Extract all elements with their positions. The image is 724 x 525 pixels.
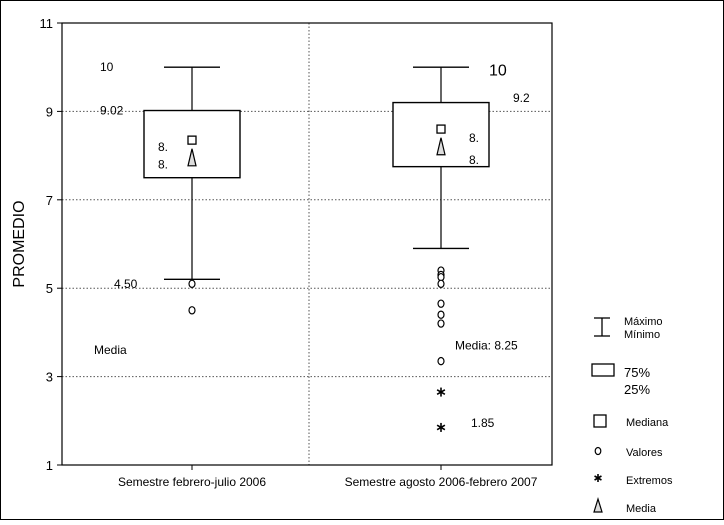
y-axis-title: PROMEDIO (11, 200, 28, 287)
plot-frame (61, 22, 553, 466)
legend-item-5-symbol-stroke-2 (594, 475, 602, 481)
box2-outlier-6 (437, 319, 445, 328)
y-tick-label-5: 11 (40, 16, 54, 31)
legend-item-6-symbol (593, 496, 603, 513)
box2-extreme-1 (436, 422, 446, 432)
box2-outlier-4 (437, 299, 445, 308)
y-tick-label-4: 9 (46, 104, 53, 119)
box2-extreme-1-stroke-2 (436, 424, 446, 431)
legend-item-1-label: Máximo (624, 316, 663, 328)
x-tick-label-1: Semestre agosto 2006-febrero 2007 (345, 475, 538, 489)
box1-annotation-2: 8. (158, 140, 168, 154)
box1-annotation-5: Media (94, 343, 127, 357)
box2-extreme-0-stroke-2 (436, 389, 446, 396)
box2-outlier-3 (437, 279, 445, 288)
box1-annotation-4: 4.50 (114, 277, 138, 291)
legend-item-4-symbol (594, 446, 602, 456)
box2-annotation-4: Media: 8.25 (455, 339, 518, 353)
y-tick-label-3: 7 (46, 193, 53, 208)
legend-item-2-symbol (591, 363, 615, 377)
legend-item-3-label: Mediana (626, 417, 669, 429)
box2-annotation-1: 9.2 (513, 91, 530, 105)
x-tick-label-0: Semestre febrero-julio 2006 (118, 475, 266, 489)
box1-outlier-0 (188, 279, 196, 288)
box2-annotation-5: 1.85 (471, 416, 495, 430)
box1-annotation-1: 9.02 (100, 104, 124, 118)
legend-item-2-label: 75% (624, 365, 650, 380)
box2-outlier-7 (437, 356, 445, 366)
box1-outlier-1 (188, 306, 196, 315)
box2-annotation-0: 10 (489, 63, 507, 80)
legend-item-5-label: Extremos (626, 475, 673, 487)
box2-median-marker (436, 124, 446, 134)
box2-mean-marker (436, 137, 446, 156)
box2-extreme-0 (436, 387, 446, 397)
y-tick-label-0: 1 (46, 458, 53, 473)
legend-item-5-symbol (594, 474, 602, 482)
y-tick-label-1: 3 (46, 370, 53, 385)
y-tick-label-2: 5 (46, 281, 53, 296)
legend-item-3-symbol (593, 414, 607, 428)
box2-outlier-5 (437, 310, 445, 319)
box1-mean-marker (187, 148, 197, 167)
box2-annotation-3: 8. (469, 153, 479, 167)
box1-annotation-0: 10 (100, 60, 114, 74)
legend-item-4-label: Valores (626, 447, 663, 459)
box2-iqr-box (392, 101, 490, 168)
box1-median-marker (187, 135, 197, 145)
box2-annotation-2: 8. (469, 131, 479, 145)
box1-annotation-3: 8. (158, 157, 168, 171)
legend-item-2-label2: 25% (624, 382, 650, 397)
legend-item-6-label: Media (626, 503, 657, 515)
legend-item-1-label2: Mínimo (624, 329, 660, 341)
